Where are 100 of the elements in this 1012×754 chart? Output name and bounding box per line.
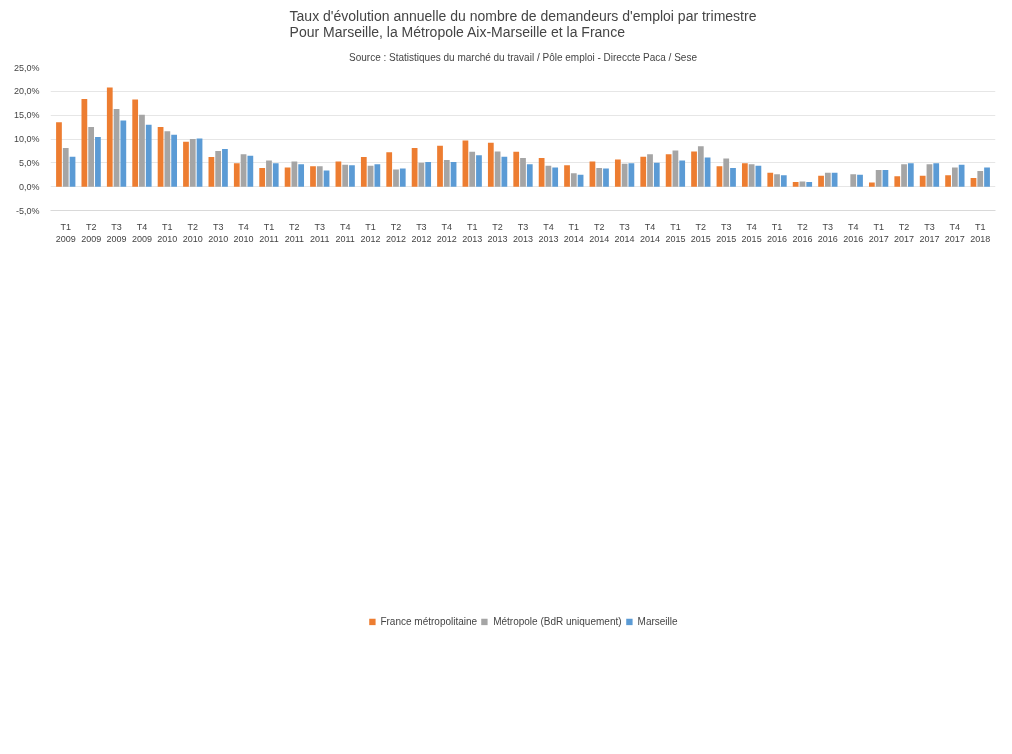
y-tick-label: -5,0%	[15, 205, 40, 216]
bar	[437, 145, 443, 187]
bar	[824, 172, 831, 187]
bar	[767, 172, 774, 187]
bar	[614, 159, 621, 187]
bar	[215, 150, 222, 187]
bar	[552, 167, 559, 187]
bar	[222, 149, 228, 187]
bar	[323, 170, 330, 187]
bar	[970, 178, 977, 187]
y-tick-label: 5,0%	[18, 157, 40, 168]
bar	[919, 175, 926, 187]
x-tick-label: T1 2012	[360, 221, 381, 244]
bar	[958, 164, 965, 187]
bar	[697, 146, 704, 187]
x-tick-label: T2 2011	[284, 221, 305, 244]
x-tick-label: T3 2017	[919, 221, 940, 244]
bar	[56, 122, 62, 187]
bar	[640, 156, 647, 187]
bar	[342, 164, 349, 187]
x-tick-label: T1 2015	[665, 221, 686, 244]
x-tick-label: T4 2014	[640, 221, 661, 244]
legend-label: Métropole (BdR uniquement)	[493, 615, 622, 627]
y-tick-label: 20,0%	[13, 86, 40, 97]
x-tick-label: T4 2011	[335, 221, 355, 244]
bar	[526, 164, 533, 187]
bar	[945, 175, 951, 187]
bar	[88, 127, 95, 187]
x-tick-label: T2 2010	[182, 221, 203, 244]
x-tick-label: T3 2013	[512, 221, 534, 244]
bar	[538, 158, 545, 187]
bar	[857, 174, 863, 187]
bar	[443, 159, 450, 187]
y-tick-label: 25,0%	[13, 62, 40, 73]
x-tick-label: T3 2014	[614, 221, 635, 244]
bar	[272, 163, 279, 187]
bar	[487, 142, 494, 187]
bar	[164, 131, 171, 187]
bar	[95, 137, 101, 187]
chart-title: Taux d'évolution annuelle du nombre de demandeurs d'emploi par trimestre Pour Marseille, la Métropole Aix-Marseille et la France	[289, 7, 757, 40]
legend-label: France métropolitaine	[380, 615, 478, 627]
bar	[139, 114, 145, 187]
bar	[171, 134, 178, 187]
x-tick-label: T4 2009	[131, 221, 152, 244]
x-tick-label: T3 2009	[106, 221, 127, 244]
legend-label: Marseille	[637, 615, 678, 627]
x-tick-label: T1 2016	[767, 221, 788, 244]
bar	[907, 163, 914, 187]
bar	[393, 169, 399, 187]
bar	[81, 98, 88, 187]
x-tick-label: T2 2014	[589, 221, 610, 244]
x-tick-label: T1 2017	[868, 221, 889, 244]
bar	[818, 175, 824, 187]
bar	[335, 161, 342, 187]
x-tick-label: T4 2016	[843, 221, 864, 244]
bar	[665, 154, 672, 187]
bar	[233, 163, 240, 187]
x-tick-label: T3 2010	[208, 221, 229, 244]
bar	[120, 120, 127, 187]
y-tick-label: 10,0%	[13, 134, 40, 144]
y-tick-label: 0,0%	[18, 181, 40, 192]
bar	[647, 154, 653, 187]
x-tick-label: T2 2012	[385, 221, 406, 244]
bar	[741, 163, 748, 187]
bar	[723, 158, 730, 187]
bar	[106, 87, 113, 187]
bar	[183, 141, 189, 187]
bar	[596, 168, 603, 187]
chart-subtitle: Source : Statistiques du marché du travail / Pôle emploi - Direccte Paca / Sese	[349, 51, 698, 63]
bar	[62, 148, 69, 187]
x-tick-label: T2 2013	[487, 221, 508, 244]
bar	[951, 167, 958, 187]
bar	[806, 181, 813, 187]
bar	[774, 174, 780, 187]
x-tick-label: T1 2011	[259, 221, 279, 244]
bar	[425, 161, 432, 187]
bar	[933, 163, 940, 187]
bar	[386, 152, 393, 187]
x-tick-label: T3 2011	[310, 221, 330, 244]
bar	[189, 139, 196, 187]
bar	[349, 165, 355, 187]
bar	[513, 151, 520, 187]
bar	[266, 160, 272, 187]
bar	[780, 175, 787, 187]
bar	[977, 170, 984, 187]
bar	[291, 161, 298, 187]
bar	[520, 158, 526, 187]
x-tick-label: T1 2010	[157, 221, 178, 244]
bar	[894, 176, 901, 187]
bar	[603, 168, 609, 187]
x-tick-label: T4 2012	[436, 221, 457, 244]
bar	[247, 155, 254, 187]
x-tick-label: T1 2013	[462, 221, 483, 244]
bar	[730, 168, 736, 187]
bar	[799, 181, 806, 187]
bar	[984, 167, 990, 187]
bar	[691, 151, 697, 187]
bar	[570, 173, 577, 187]
bar	[298, 164, 305, 187]
x-tick-label: T4 2010	[233, 221, 254, 244]
